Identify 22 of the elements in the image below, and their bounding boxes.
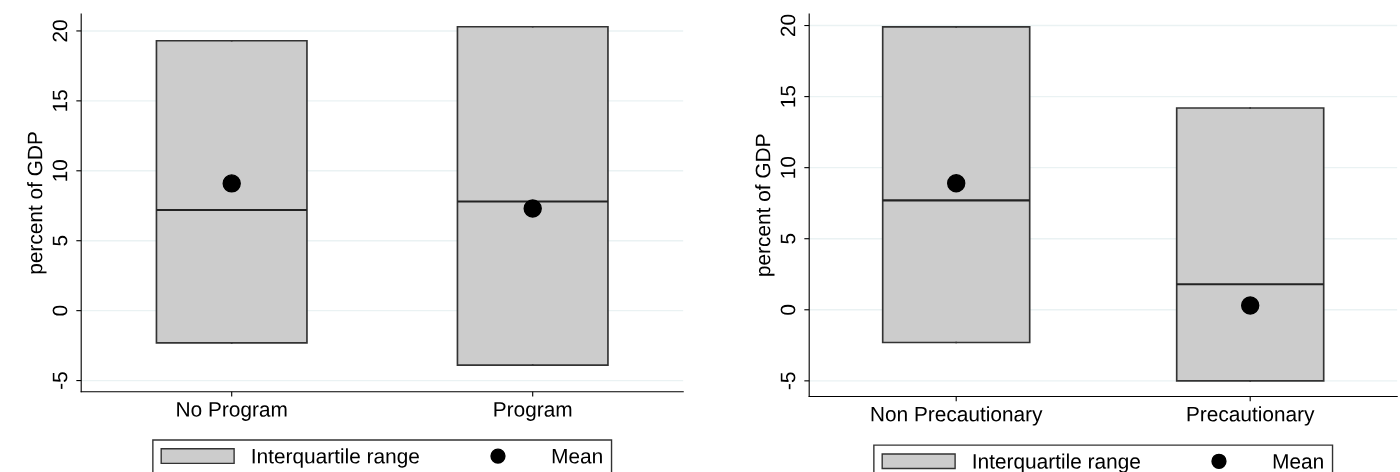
- x-tick-label: No Program: [177, 402, 287, 421]
- legend-label: Mean: [1273, 454, 1323, 469]
- y-tick-label: 10: [780, 156, 796, 178]
- y-tick-label: 0: [52, 305, 68, 316]
- y-tick-label: -5: [780, 372, 796, 390]
- legend-label: Mean: [552, 449, 602, 464]
- y-tick-label: 15: [780, 85, 796, 107]
- x-tick-label: Precautionary: [1187, 406, 1315, 426]
- y-tick-label: 20: [780, 14, 796, 37]
- y-tick-label: 5: [52, 235, 68, 246]
- x-tick-label: Program: [494, 402, 572, 421]
- legend-label: Interquartile range: [973, 453, 1140, 472]
- y-tick-label: 0: [780, 304, 796, 315]
- y-tick-label: 20: [52, 20, 68, 42]
- y-axis-title: percent of GDP: [27, 132, 47, 274]
- y-tick-label: 5: [780, 233, 796, 244]
- legend-label: Interquartile range: [252, 448, 419, 468]
- y-axis-title: percent of GDP: [755, 134, 775, 276]
- x-tick-label: Non Precautionary: [871, 406, 1043, 426]
- y-tick-label: 15: [52, 90, 68, 111]
- y-tick-label: -5: [52, 372, 68, 389]
- y-tick-label: 10: [52, 160, 68, 181]
